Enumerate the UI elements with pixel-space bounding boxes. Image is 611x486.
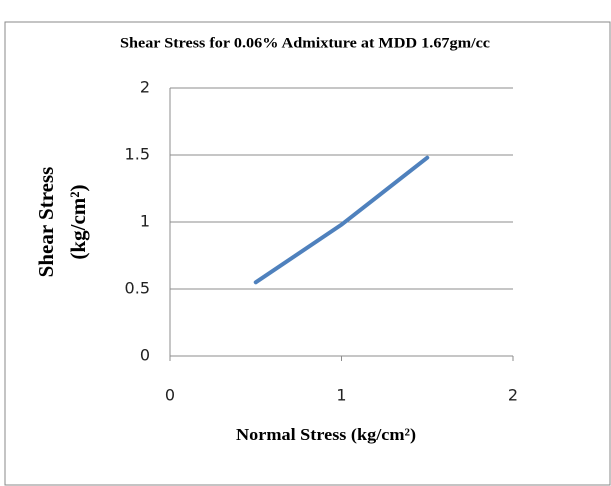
data-line: [253, 155, 430, 285]
y-tick-label: 1.5: [125, 145, 150, 164]
x-tick-label: 2: [508, 386, 518, 405]
x-tick-label: 1: [336, 386, 346, 405]
chart-title: Shear Stress for 0.06% Admixture at MDD …: [120, 35, 490, 51]
y-axis-label: (kg/cm²): [66, 184, 90, 259]
y-tick-label: 0.5: [125, 279, 150, 298]
y-axis-label: Shear Stress: [34, 167, 58, 278]
x-tick-label: 0: [165, 386, 175, 405]
y-tick-label: 1: [140, 212, 150, 231]
y-tick-label: 0: [140, 346, 150, 365]
chart-frame: [4, 21, 611, 486]
x-axis-label: Normal Stress (kg/cm²): [236, 425, 416, 444]
y-tick-label: 2: [140, 78, 150, 97]
